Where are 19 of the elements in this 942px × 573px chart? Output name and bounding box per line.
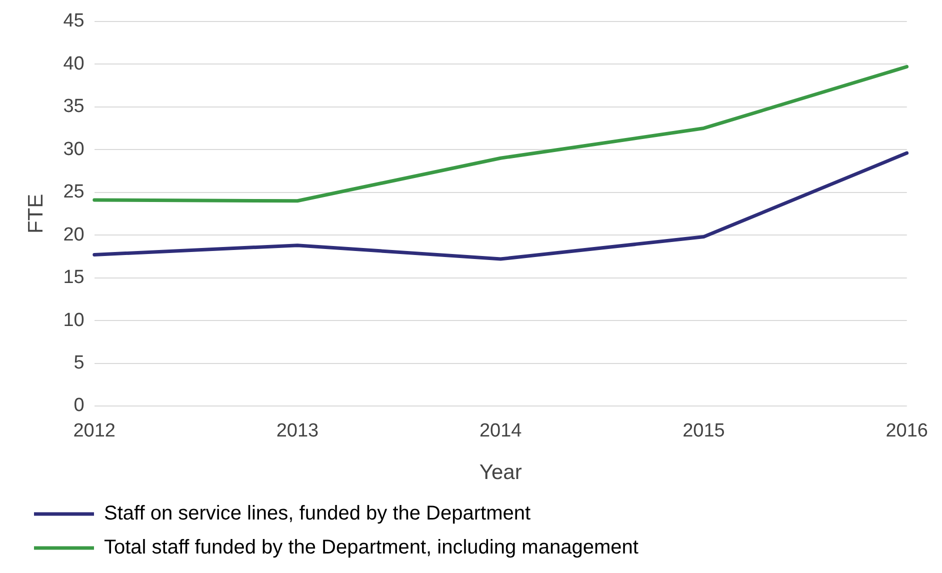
y-tick-label: 10 (63, 310, 84, 331)
y-tick-label: 40 (63, 53, 84, 74)
y-tick-label: 0 (74, 395, 84, 416)
x-tick-label: 2014 (479, 420, 522, 442)
y-tick-label: 35 (63, 96, 84, 118)
legend-label: Staff on service lines, funded by the Department (104, 502, 531, 525)
y-axis-title: FTE (24, 194, 48, 234)
x-axis-title: Year (479, 461, 522, 484)
y-tick-label: 15 (63, 267, 84, 288)
legend-label: Total staff funded by the Department, including management (104, 536, 639, 559)
x-tick-label: 2015 (682, 420, 725, 442)
y-tick-label: 20 (63, 224, 84, 246)
y-tick-label: 25 (63, 182, 84, 203)
x-tick-label: 2012 (73, 420, 116, 442)
y-tick-label: 45 (63, 10, 84, 32)
y-tick-label: 5 (74, 352, 84, 374)
x-tick-label: 2013 (276, 420, 319, 442)
x-tick-label: 2016 (886, 420, 928, 442)
y-tick-label: 30 (63, 138, 84, 160)
